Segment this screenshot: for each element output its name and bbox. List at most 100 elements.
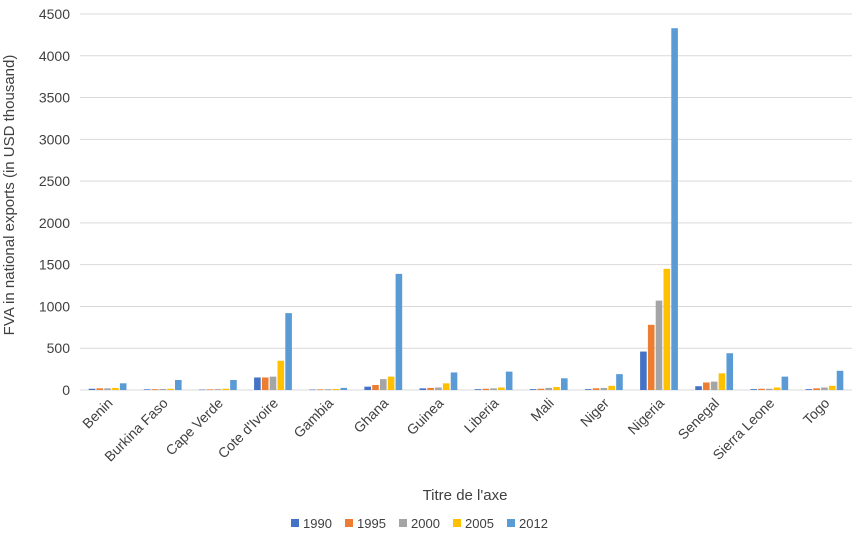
bar-2000-sierra-leone xyxy=(765,388,773,390)
bar-1995-cape-verde xyxy=(206,389,214,390)
bar-1995-benin xyxy=(96,388,104,390)
y-tick-label: 500 xyxy=(47,340,71,356)
bar-2012-togo xyxy=(836,370,844,390)
bar-1995-nigeria xyxy=(647,324,655,390)
bar-1990-cape-verde xyxy=(198,389,206,391)
bar-1995-senegal xyxy=(703,382,710,390)
bar-2005-liberia xyxy=(498,387,505,390)
x-tick-label: Cote d'Ivoire xyxy=(215,395,282,462)
x-tick-label: Liberia xyxy=(461,395,502,436)
x-tick-label: Benin xyxy=(79,395,116,432)
bar-2005-mali xyxy=(553,387,560,390)
bar-2005-sierra-leone xyxy=(773,387,781,390)
bar-2000-cote-d-ivoire xyxy=(269,376,277,390)
bar-1995-ghana xyxy=(372,384,379,390)
bar-1990-mali xyxy=(529,389,537,390)
x-tick-label: Senegal xyxy=(675,395,723,443)
bar-2012-benin xyxy=(119,383,127,390)
y-axis-ticks: 0 500 1000 1500 2000 2500 3000 3500 4000 4500 xyxy=(39,6,70,398)
bar-2005-togo xyxy=(828,385,836,390)
bar-2012-mali xyxy=(561,378,568,390)
bar-2000-burkina-faso xyxy=(159,388,167,390)
bar-2005-cape-verde xyxy=(222,388,229,390)
y-tick-label: 4000 xyxy=(39,48,70,64)
bar-2000-gambia xyxy=(324,389,332,390)
x-tick-label: Gambia xyxy=(290,395,336,441)
bar-2012-sierra-leone xyxy=(781,376,789,390)
bar-2000-togo xyxy=(821,387,828,390)
y-tick-label: 3500 xyxy=(39,90,70,106)
legend-item-1995: 1995 xyxy=(345,516,386,531)
legend-swatch xyxy=(399,519,407,527)
bar-1990-burkina-faso xyxy=(143,389,151,390)
y-tick-label: 2000 xyxy=(39,215,70,231)
bar-2005-ghana xyxy=(387,376,395,390)
bar-1990-guinea xyxy=(419,388,427,390)
x-tick-label: Mali xyxy=(527,395,556,424)
legend-swatch xyxy=(291,519,299,527)
bar-1990-gambia xyxy=(309,389,316,391)
y-tick-label: 2500 xyxy=(39,173,70,189)
bar-1995-gambia xyxy=(317,389,324,390)
y-tick-label: 3000 xyxy=(39,131,70,147)
bar-1990-niger xyxy=(584,389,592,390)
bar-1990-liberia xyxy=(474,389,482,390)
bar-2012-nigeria xyxy=(671,28,678,391)
x-tick-label: Nigeria xyxy=(624,395,667,438)
bar-1990-sierra-leone xyxy=(750,389,757,390)
bar-2012-guinea xyxy=(450,372,458,390)
bar-1990-cote-d-ivoire xyxy=(254,377,261,390)
bar-2005-cote-d-ivoire xyxy=(277,360,285,390)
y-tick-label: 1500 xyxy=(39,257,70,273)
legend-label: 2000 xyxy=(411,516,440,531)
bar-2005-niger xyxy=(608,385,615,390)
bar-1995-sierra-leone xyxy=(758,388,765,390)
legend-label: 2005 xyxy=(465,516,494,531)
bar-1990-nigeria xyxy=(640,351,647,390)
y-tick-label: 0 xyxy=(62,382,70,398)
legend-swatch xyxy=(453,519,461,527)
bars xyxy=(88,28,844,391)
bar-2005-guinea xyxy=(442,383,450,390)
y-axis-title: FVA in national exports (in USD thousand… xyxy=(1,55,18,336)
x-tick-label: Ghana xyxy=(350,395,391,436)
bar-1990-togo xyxy=(805,389,813,390)
bar-2012-cote-d-ivoire xyxy=(285,313,292,390)
legend-label: 1990 xyxy=(303,516,332,531)
legend-swatch xyxy=(345,519,353,527)
y-tick-label: 1000 xyxy=(39,298,70,314)
bar-2005-nigeria xyxy=(663,268,671,390)
bar-2012-senegal xyxy=(726,353,734,390)
bar-2000-niger xyxy=(600,387,608,390)
bar-1995-liberia xyxy=(482,388,490,390)
bar-1995-mali xyxy=(537,388,545,390)
bar-2000-benin xyxy=(104,388,111,390)
bar-2012-gambia xyxy=(340,387,348,390)
x-tick-label: Togo xyxy=(800,395,833,428)
legend-item-1990: 1990 xyxy=(291,516,332,531)
x-tick-label: Guinea xyxy=(403,395,446,438)
bar-2005-gambia xyxy=(332,388,340,390)
bar-2000-guinea xyxy=(435,387,442,390)
legend-label: 2012 xyxy=(519,516,548,531)
bar-2012-liberia xyxy=(505,371,513,390)
legend-item-2000: 2000 xyxy=(399,516,440,531)
x-axis-title: Titre de l'axe xyxy=(423,487,508,504)
legend-item-2012: 2012 xyxy=(507,516,548,531)
legend-swatch xyxy=(507,519,515,527)
bar-2000-ghana xyxy=(379,379,387,390)
legend-item-2005: 2005 xyxy=(453,516,494,531)
legend-label: 1995 xyxy=(357,516,386,531)
bar-1990-benin xyxy=(88,388,96,390)
bar-2012-ghana xyxy=(395,273,403,390)
bar-1990-senegal xyxy=(695,386,702,390)
bar-2012-niger xyxy=(616,374,623,390)
bar-2012-cape-verde xyxy=(230,379,237,390)
x-tick-label: Niger xyxy=(577,395,612,430)
bar-1995-burkina-faso xyxy=(151,389,159,390)
bar-2005-senegal xyxy=(718,373,726,390)
bar-2000-liberia xyxy=(490,388,497,390)
